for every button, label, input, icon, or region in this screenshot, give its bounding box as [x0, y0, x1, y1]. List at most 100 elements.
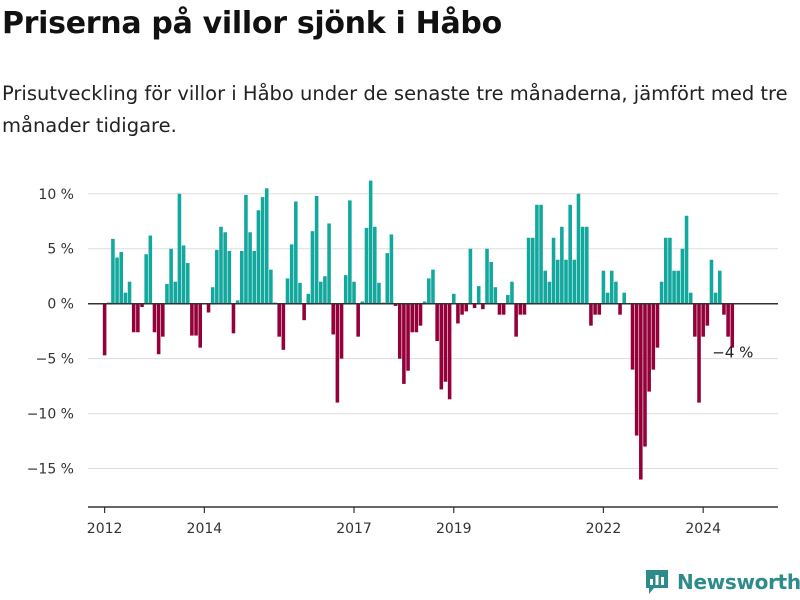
bar — [680, 248, 685, 304]
bar — [439, 303, 444, 390]
bar — [572, 259, 577, 304]
bar — [277, 303, 281, 337]
bar — [252, 250, 257, 304]
bar — [136, 303, 140, 333]
bar — [260, 197, 265, 304]
bar — [518, 303, 523, 315]
bar — [219, 226, 223, 304]
bar — [530, 237, 535, 304]
bar — [709, 259, 714, 304]
y-axis-labels: 10 % 5 % 0 % −5 % −10 % −15 % — [27, 187, 74, 478]
bar — [713, 292, 718, 304]
bar — [514, 303, 518, 337]
bar — [522, 303, 527, 315]
x-tick-label: 2017 — [336, 521, 372, 537]
bar — [451, 293, 456, 304]
bar — [269, 269, 273, 304]
bar — [618, 303, 622, 315]
bar — [427, 278, 431, 304]
bar — [352, 281, 356, 304]
bar — [576, 193, 581, 304]
bar — [173, 281, 178, 304]
bar — [605, 292, 610, 304]
bar — [119, 252, 124, 304]
bar — [102, 303, 107, 356]
bar — [456, 303, 460, 324]
grid-lines — [88, 193, 778, 470]
bar — [144, 254, 148, 304]
bar — [343, 275, 348, 304]
y-tick-label: −5 % — [36, 352, 74, 368]
bar — [314, 195, 319, 304]
bar — [639, 303, 643, 480]
bar — [364, 227, 369, 304]
bar — [468, 248, 473, 304]
bar — [526, 237, 531, 304]
bar — [140, 303, 144, 307]
bar — [493, 287, 498, 304]
bar — [718, 270, 722, 304]
bar — [289, 244, 294, 304]
bar — [622, 292, 626, 304]
y-tick-label: 10 % — [38, 187, 74, 203]
bar — [327, 223, 331, 304]
bar — [231, 303, 236, 334]
bar — [431, 269, 435, 304]
bar — [580, 226, 585, 304]
bar — [190, 303, 194, 336]
bar — [547, 281, 552, 304]
bar — [331, 303, 336, 335]
bar — [485, 248, 489, 304]
bar — [643, 303, 647, 447]
bar — [402, 303, 406, 384]
chart-subtitle: Prisutveckling för villor i Håbo under d… — [2, 82, 788, 137]
y-tick-label: −15 % — [27, 462, 74, 478]
bars — [102, 180, 735, 480]
bar — [730, 303, 735, 348]
bar — [198, 303, 202, 348]
bar — [551, 237, 556, 304]
bar — [397, 303, 402, 359]
bar — [156, 303, 161, 355]
bar — [360, 301, 365, 304]
bar — [435, 303, 439, 342]
bar — [368, 180, 373, 304]
newsworthy-logo-icon — [646, 570, 668, 594]
bar — [651, 303, 656, 370]
x-axis-labels: 2012 2014 2017 2019 2022 2024 — [87, 507, 721, 537]
last-value-annotation: −4 % — [712, 344, 753, 362]
bar — [123, 292, 128, 304]
bar — [555, 259, 560, 304]
bar — [235, 300, 240, 304]
bar — [672, 270, 676, 304]
bar — [722, 303, 726, 315]
bar — [460, 303, 464, 315]
bar — [385, 253, 390, 304]
bar — [285, 278, 290, 304]
bar — [472, 303, 477, 309]
bar — [310, 231, 315, 304]
bar — [335, 303, 340, 403]
bar — [223, 232, 227, 304]
x-tick-label: 2019 — [436, 521, 472, 537]
bar — [152, 303, 157, 333]
bar — [614, 281, 618, 304]
bar — [443, 303, 448, 382]
bar — [348, 200, 352, 304]
bar — [227, 250, 232, 304]
bar — [655, 303, 660, 348]
bar — [543, 270, 548, 304]
y-tick-label: 5 % — [47, 242, 74, 258]
bar — [476, 286, 481, 304]
bar — [373, 226, 377, 304]
bar — [281, 303, 286, 350]
bar — [497, 303, 502, 315]
bar — [593, 303, 597, 315]
newsworthy-logo: Newsworthy — [644, 568, 800, 596]
bar — [161, 303, 165, 337]
x-tick-label: 2022 — [586, 521, 622, 537]
bar — [185, 263, 190, 304]
bar — [464, 303, 469, 312]
bar — [684, 215, 689, 304]
